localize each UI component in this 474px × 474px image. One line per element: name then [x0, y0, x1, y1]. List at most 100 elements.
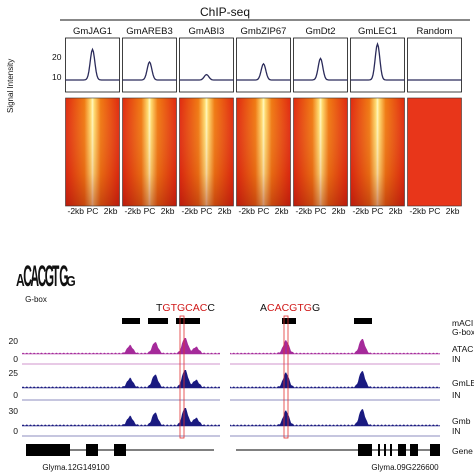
x-tick-label: 2kb [275, 206, 289, 216]
exon [26, 444, 70, 456]
sequence-left-prefix: T [156, 302, 163, 314]
column-label: GmAREB3 [126, 26, 172, 37]
g-box-mark [122, 318, 140, 324]
track-6: IN 0 [13, 426, 461, 437]
motif-letter: A [30, 260, 39, 293]
profile-line [65, 47, 120, 81]
motif-letter: G [66, 273, 75, 289]
exon [410, 444, 418, 456]
x-tick-label: -2kb [182, 206, 199, 216]
gene-label-right: Glyma.09G226600 [371, 463, 439, 472]
profile-frame [236, 37, 291, 93]
column-label: Random [417, 26, 453, 37]
column-gmdt2: GmDt2 -2kb PC 2kb [293, 26, 348, 216]
track-label: IN [452, 390, 461, 400]
track-4: IN 0 [13, 390, 461, 401]
track-3: GmLE 25 [9, 368, 474, 389]
motif-letter: A [16, 271, 25, 291]
track-1: ATAC 20 [9, 336, 473, 355]
x-tick-label: PC [258, 206, 270, 216]
heatmap-shade [293, 98, 348, 206]
track-sublabel: G-box [452, 327, 474, 337]
profile-frame [407, 37, 462, 93]
track-scale: 25 [9, 368, 19, 378]
track-label: IN [452, 426, 461, 436]
sequence-right-suffix: G [312, 302, 320, 314]
track-label: Gene [452, 446, 473, 456]
x-tick-label: 2kb [446, 206, 460, 216]
x-tick-label: PC [315, 206, 327, 216]
profile-frame [65, 37, 120, 93]
track-scale: 0 [13, 390, 18, 400]
x-tick-label: 2kb [389, 206, 403, 216]
column-gmabi3: GmABI3 -2kb PC 2kb [179, 26, 234, 216]
exon [384, 444, 386, 456]
exon [430, 444, 440, 456]
column-gmareb3: GmAREB3 -2kb PC 2kb [122, 26, 177, 216]
signal-area [22, 408, 220, 426]
motif-label: G-box [25, 295, 47, 304]
x-tick-label: PC [429, 206, 441, 216]
profile-frame [122, 37, 177, 93]
track-label: GmLE [452, 378, 474, 388]
x-tick-label: 2kb [161, 206, 175, 216]
track-label: ATAC [452, 344, 473, 354]
track-scale: 0 [13, 354, 18, 364]
track-label: IN [452, 354, 461, 364]
profile-frame [179, 37, 234, 93]
motif-letter: T [52, 260, 60, 293]
gene-label-left: Glyma.12G149100 [42, 463, 110, 472]
signal-area [230, 409, 440, 426]
signal-area [22, 338, 220, 354]
heatmap-frame [179, 97, 234, 207]
sequence-left-suffix: C [207, 302, 215, 314]
x-tick-label: -2kb [68, 206, 85, 216]
heatmap-shade [350, 98, 405, 206]
column-label: GmABI3 [189, 26, 225, 37]
sequence-right-core: CACGTG [267, 302, 312, 314]
x-tick-label: 2kb [104, 206, 118, 216]
signal-area [230, 339, 440, 354]
signal-area [22, 370, 220, 388]
x-tick-label: PC [201, 206, 213, 216]
x-tick-label: -2kb [410, 206, 427, 216]
motif-letter: C [23, 260, 32, 293]
y-tick-label: 10 [52, 72, 62, 82]
column-label: GmbZIP67 [241, 26, 287, 37]
g-box-mark [354, 318, 372, 324]
column-label: GmJAG1 [73, 26, 112, 37]
g-box-mark [282, 318, 296, 324]
exon [358, 444, 372, 456]
heatmap-frame [65, 97, 120, 207]
column-gmlec1: GmLEC1 -2kb PC 2kb [350, 26, 405, 216]
heatmap-shade [65, 98, 120, 206]
profile-line [293, 57, 348, 81]
exon [398, 444, 406, 456]
track-2: IN 0 [13, 354, 461, 365]
x-tick-label: -2kb [239, 206, 256, 216]
svg-text:ACACGTGG: ACACGTGG [260, 302, 320, 314]
column-gmjag1: GmJAG1 -2kb PC 2kb [65, 26, 120, 216]
g-box-mark [148, 318, 168, 324]
x-tick-label: 2kb [332, 206, 346, 216]
heatmap-shade [179, 98, 234, 206]
x-tick-label: PC [87, 206, 99, 216]
profile-line [179, 73, 234, 81]
heatmap-frame [407, 97, 462, 207]
profile-line [236, 62, 291, 81]
track-label: mACI [452, 318, 473, 328]
svg-text:TGTGCACC: TGTGCACC [156, 302, 215, 314]
x-tick-label: -2kb [125, 206, 142, 216]
heatmap-shade [236, 98, 291, 206]
sequence-left-core: GTGCAC [162, 302, 207, 314]
column-random: Random -2kb PC 2kb [407, 26, 462, 216]
column-gmbzip67: GmbZIP67 -2kb PC 2kb [236, 26, 291, 216]
x-tick-label: PC [372, 206, 384, 216]
signal-intensity-label: Signal Intensity [6, 59, 15, 113]
signal-area [230, 371, 440, 388]
heatmap [407, 98, 462, 206]
